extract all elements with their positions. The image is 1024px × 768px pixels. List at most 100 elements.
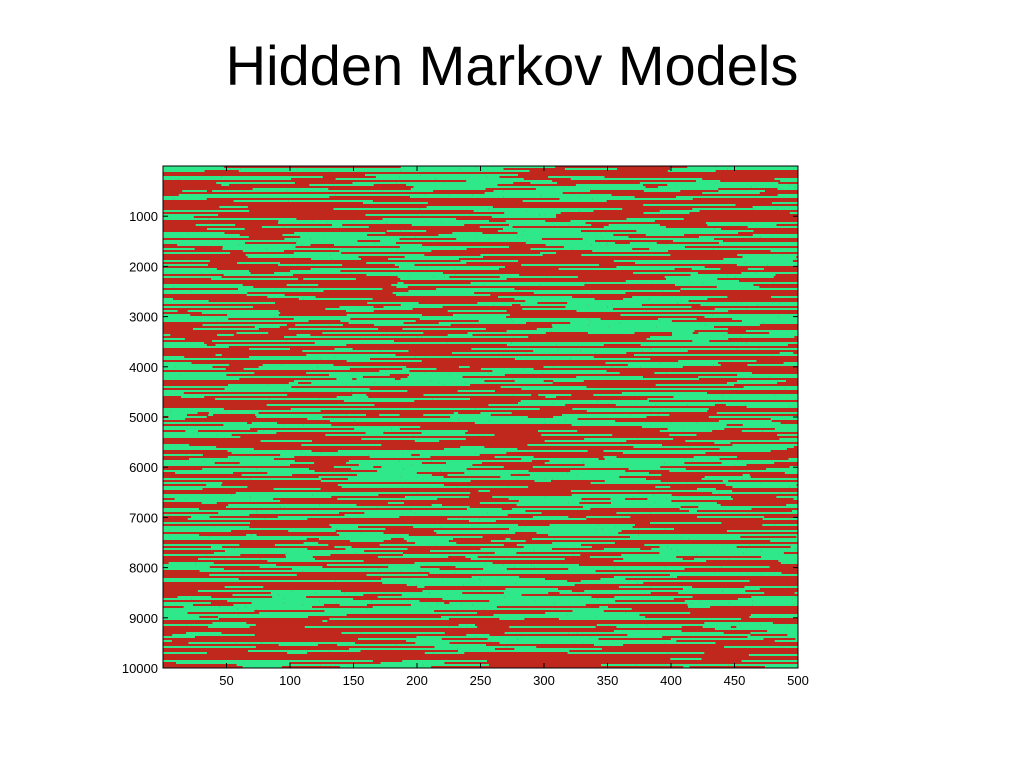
heatmap-cell-run: [163, 176, 222, 178]
heatmap-cell-run: [667, 184, 676, 186]
heatmap-cell-run: [285, 430, 336, 432]
heatmap-cell-run: [236, 642, 250, 644]
heatmap-cell-run: [221, 184, 230, 186]
heatmap-cell-run: [671, 548, 747, 550]
heatmap-cell-run: [469, 470, 494, 472]
heatmap-cell-run: [352, 610, 435, 612]
heatmap-cell-run: [424, 652, 434, 654]
heatmap-cell-run: [263, 262, 280, 264]
heatmap-cell-run: [562, 414, 587, 416]
heatmap-cell-run: [627, 268, 675, 270]
heatmap-cell-run: [198, 558, 225, 560]
heatmap-cell-run: [175, 366, 213, 368]
heatmap-cell-run: [236, 332, 269, 334]
heatmap-cell-run: [669, 470, 747, 472]
heatmap-cell-run: [469, 596, 505, 598]
heatmap-cell-run: [744, 586, 789, 588]
heatmap-cell-run: [353, 372, 425, 374]
heatmap-cell-run: [241, 474, 293, 476]
heatmap-cell-run: [256, 512, 340, 514]
heatmap-cell-run: [627, 364, 670, 366]
heatmap-cell-run: [171, 448, 254, 450]
heatmap-cell-run: [706, 566, 722, 568]
heatmap-cell-run: [549, 460, 583, 462]
heatmap-cell-run: [704, 476, 751, 478]
heatmap-cell-run: [472, 604, 510, 606]
heatmap-cell-run: [163, 446, 217, 448]
heatmap-cell-run: [487, 512, 542, 514]
heatmap-cell-run: [453, 412, 459, 414]
heatmap-cell-run: [780, 554, 798, 556]
heatmap-cell-run: [266, 404, 292, 406]
y-tick-label: 6000: [129, 460, 158, 475]
heatmap-cell-run: [163, 434, 170, 436]
heatmap-cell-run: [163, 608, 238, 610]
heatmap-cell-run: [421, 246, 510, 248]
heatmap-cell-run: [683, 450, 771, 452]
heatmap-cell-run: [163, 390, 194, 392]
slide-title: Hidden Markov Models: [225, 34, 799, 97]
heatmap-cell-run: [621, 444, 662, 446]
heatmap-cell-run: [593, 652, 668, 654]
heatmap-cell-run: [746, 548, 796, 550]
heatmap-cell-run: [789, 586, 798, 588]
heatmap-cell-run: [325, 308, 413, 310]
heatmap-cell-run: [245, 462, 315, 464]
heatmap-cell-run: [608, 460, 693, 462]
heatmap-cell-run: [554, 538, 625, 540]
heatmap-cell-run: [163, 526, 215, 528]
heatmap-cell-run: [609, 528, 639, 530]
heatmap-cell-run: [250, 496, 332, 498]
heatmap-cell-run: [277, 516, 318, 518]
heatmap-cell-run: [163, 378, 240, 380]
x-tick-label: 100: [279, 673, 301, 688]
heatmap-cell-run: [604, 480, 613, 482]
heatmap-cell-run: [514, 502, 569, 504]
heatmap-cell-run: [347, 478, 424, 480]
heatmap-cell-run: [356, 378, 373, 380]
heatmap-cell-run: [349, 648, 387, 650]
heatmap-cell-run: [755, 254, 783, 256]
heatmap-cell-run: [748, 574, 762, 576]
heatmap-cell-run: [770, 540, 798, 542]
x-tick-label: 50: [219, 673, 233, 688]
heatmap-cell-run: [774, 394, 798, 396]
heatmap-cell-run: [358, 306, 374, 308]
heatmap-cell-run: [417, 214, 423, 216]
heatmap-cell-run: [163, 486, 248, 488]
heatmap-cell-run: [481, 514, 508, 516]
heatmap-cell-run: [658, 414, 670, 416]
heatmap-cell-run: [727, 274, 776, 276]
heatmap-cell-run: [568, 224, 592, 226]
heatmap-cell-run: [163, 432, 194, 434]
heatmap-cell-run: [517, 232, 601, 234]
heatmap-cell-run: [515, 570, 596, 572]
heatmap-cell-run: [700, 490, 733, 492]
heatmap-cell-run: [782, 188, 798, 190]
heatmap-cell-run: [794, 614, 798, 616]
heatmap-cell-run: [788, 458, 798, 460]
heatmap-cell-run: [600, 232, 675, 234]
heatmap-cell-run: [382, 582, 388, 584]
heatmap-cell-run: [525, 242, 600, 244]
heatmap-cell-run: [552, 402, 609, 404]
heatmap-cell-run: [403, 554, 487, 556]
heatmap-cell-run: [527, 444, 622, 446]
heatmap-cell-run: [322, 188, 329, 190]
heatmap-cell-run: [444, 420, 490, 422]
heatmap-cell-run: [770, 418, 785, 420]
heatmap-cell-run: [717, 544, 750, 546]
heatmap-cell-run: [320, 664, 331, 666]
heatmap-cell-run: [796, 536, 798, 538]
heatmap-cell-run: [541, 434, 613, 436]
heatmap-cell-run: [664, 566, 707, 568]
heatmap-cell-run: [432, 236, 518, 238]
heatmap-cell-run: [437, 602, 445, 604]
heatmap-cell-run: [208, 414, 214, 416]
heatmap-cell-run: [752, 604, 771, 606]
heatmap-cell-run: [163, 358, 229, 360]
heatmap-cell-run: [163, 414, 168, 416]
heatmap-cell-run: [769, 376, 798, 378]
heatmap-cell-run: [521, 264, 600, 266]
heatmap-cell-run: [779, 302, 798, 304]
